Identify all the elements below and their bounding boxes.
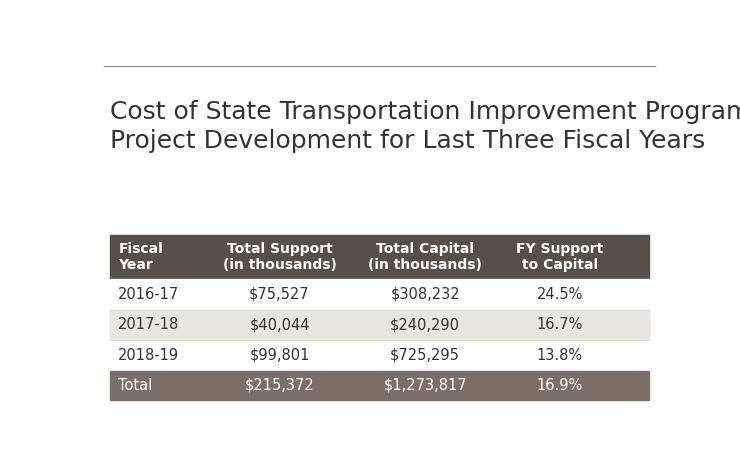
- Text: Total: Total: [118, 378, 152, 393]
- Text: Fiscal
Year: Fiscal Year: [118, 242, 163, 272]
- Text: $215,372: $215,372: [245, 378, 314, 393]
- Text: Total Capital
(in thousands): Total Capital (in thousands): [368, 242, 482, 272]
- Text: 16.7%: 16.7%: [536, 318, 583, 332]
- Bar: [110, 310, 649, 340]
- Text: 2017-18: 2017-18: [118, 318, 180, 332]
- Text: 13.8%: 13.8%: [536, 348, 583, 363]
- Text: $1,273,817: $1,273,817: [383, 378, 467, 393]
- Text: $40,044: $40,044: [249, 318, 310, 332]
- Text: $75,527: $75,527: [249, 287, 310, 302]
- Text: $99,801: $99,801: [249, 348, 310, 363]
- Text: $240,290: $240,290: [390, 318, 460, 332]
- Bar: [110, 235, 649, 279]
- Text: $725,295: $725,295: [390, 348, 460, 363]
- Text: 24.5%: 24.5%: [536, 287, 583, 302]
- Text: 2016-17: 2016-17: [118, 287, 180, 302]
- Bar: [110, 279, 649, 310]
- Text: 2018-19: 2018-19: [118, 348, 179, 363]
- Text: Cost of State Transportation Improvement Program
Project Development for Last Th: Cost of State Transportation Improvement…: [110, 100, 740, 154]
- Text: Total Support
(in thousands): Total Support (in thousands): [223, 242, 337, 272]
- Bar: [110, 340, 649, 371]
- Bar: [110, 371, 649, 400]
- Text: $308,232: $308,232: [390, 287, 460, 302]
- Text: 16.9%: 16.9%: [536, 378, 583, 393]
- Text: FY Support
to Capital: FY Support to Capital: [517, 242, 604, 272]
